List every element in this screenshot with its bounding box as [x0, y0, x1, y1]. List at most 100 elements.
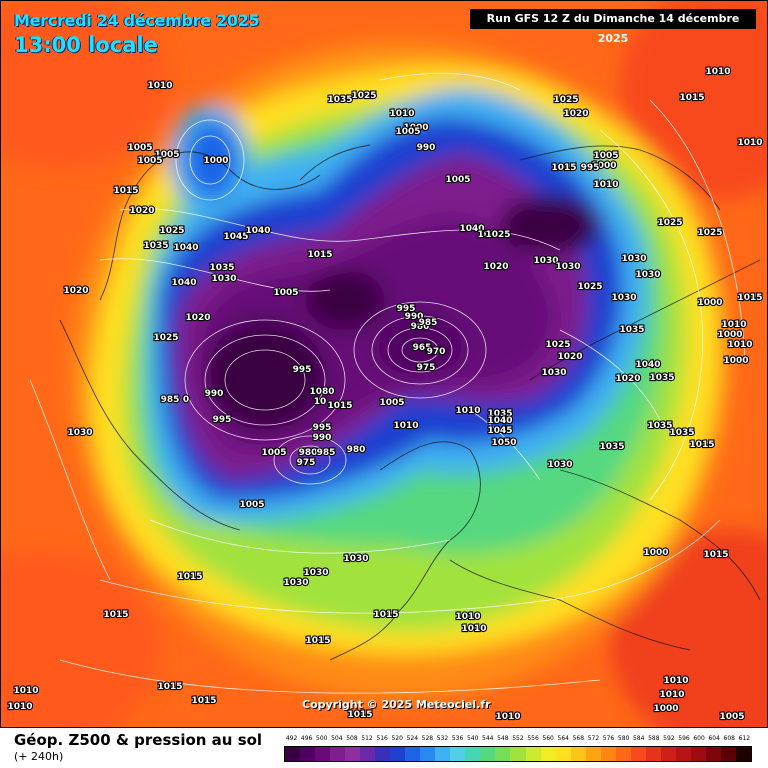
pressure-label: 1015 — [191, 696, 216, 706]
pressure-label: 1005 — [379, 398, 404, 408]
scale-color-swatch — [555, 747, 571, 761]
forecast-time: 13:00 locale — [14, 33, 158, 57]
scale-tick-label: 520 — [391, 735, 403, 742]
pressure-label: 1005 — [593, 151, 618, 161]
continent-outlines — [59, 144, 761, 661]
pressure-label: 1000 — [717, 330, 742, 340]
color-scale-labels: 492 496 500 504 508 512 516 520 524 528 532 536 540 5… — [284, 734, 752, 744]
copyright-text: Copyright © 2025 Meteociel.fr — [302, 698, 491, 711]
pressure-label: 1020 — [615, 374, 640, 384]
pressure-label: 10 — [314, 397, 327, 407]
scale-color-swatch — [600, 747, 616, 761]
color-scale-bar — [284, 746, 752, 762]
scale-tick-label: 572 — [587, 735, 600, 742]
pressure-label: 1005 — [395, 127, 420, 137]
scale-color-swatch — [615, 747, 631, 761]
scale-tick-label: 544 — [482, 735, 494, 742]
pressure-label: 1000 — [653, 704, 678, 714]
pressure-label: 1015 — [689, 440, 714, 450]
pressure-label: 1025 — [657, 218, 682, 228]
pressure-label: 990 — [405, 312, 424, 322]
pressure-label: 1000 — [591, 161, 616, 171]
pressure-label: 1015 — [737, 293, 762, 303]
scale-tick-label: 556 — [527, 735, 539, 742]
pressure-label: 1040 — [171, 278, 196, 288]
scale-color-swatch — [540, 747, 556, 761]
pressure-label: 1005 — [445, 175, 470, 185]
pressure-label: 970 — [427, 347, 446, 357]
scale-tick-label: 552 — [512, 735, 524, 742]
pressure-label: 1025 — [485, 230, 510, 240]
pressure-label: 1020 — [557, 352, 582, 362]
pressure-label: 1010 — [147, 81, 172, 91]
scale-tick-label: 596 — [678, 735, 690, 742]
pressure-label: 1010 — [593, 180, 618, 190]
pressure-label: 0 — [183, 395, 189, 405]
pressure-label: 1015 — [157, 682, 182, 692]
pressure-label: 990 — [417, 143, 436, 153]
pressure-label: 995 — [293, 365, 312, 375]
scale-tick-label: 588 — [648, 735, 660, 742]
scale-color-swatch — [645, 747, 661, 761]
pressure-label: 1010 — [727, 340, 752, 350]
pressure-label: 1040 — [635, 360, 660, 370]
pressure-label: 1035 — [487, 409, 512, 419]
pressure-label: 985 — [161, 395, 180, 405]
pressure-label: 965 — [413, 343, 432, 353]
scale-color-swatch — [480, 747, 496, 761]
pressure-label: 1010 — [737, 138, 762, 148]
pressure-label: 1000 — [697, 298, 722, 308]
scale-tick-label: 508 — [346, 735, 358, 742]
pressure-label: 1010 — [455, 406, 480, 416]
scale-tick-label: 540 — [466, 735, 479, 742]
pressure-label: 980 — [411, 322, 430, 332]
model-run-info: Run GFS 12 Z du Dimanche 14 décembre 202… — [470, 9, 756, 45]
pressure-label: 1010 — [659, 690, 684, 700]
scale-tick-label: 512 — [361, 735, 373, 742]
pressure-label: 1005 — [719, 712, 744, 722]
scale-color-swatch — [345, 747, 361, 761]
pressure-label: 1035 — [649, 373, 674, 383]
scale-tick-label: 568 — [572, 735, 585, 742]
pressure-label: 1025 — [351, 91, 376, 101]
pressure-label: 1030 — [211, 274, 236, 284]
pressure-labels: 1010103510251010100010059901025102010101… — [6, 66, 763, 723]
pressure-label: 1040 — [459, 224, 484, 234]
pressure-label: 1005 — [154, 150, 179, 160]
scale-tick-label: 612 — [738, 735, 751, 742]
scale-color-swatch — [360, 747, 376, 761]
pressure-label: 1005 — [273, 288, 298, 298]
pressure-label: 1010 — [663, 676, 688, 686]
pressure-label: 1000 — [203, 156, 228, 166]
scale-color-swatch — [630, 747, 646, 761]
pressure-label: 990 — [313, 433, 332, 443]
pressure-label: 1005 — [127, 143, 152, 153]
pressure-label: 1025 — [545, 340, 570, 350]
pressure-label: 995 — [397, 304, 416, 314]
pressure-label: 1000 — [723, 356, 748, 366]
pressure-label: 995 — [313, 423, 332, 433]
scale-color-swatch — [720, 747, 736, 761]
pressure-label: 985 — [317, 448, 336, 458]
pressure-label: 1050 — [491, 438, 516, 448]
pressure-label: 1010 — [393, 421, 418, 431]
pressure-label: 1030 — [541, 368, 566, 378]
forecast-lead-time: (+ 240h) — [14, 750, 64, 763]
pressure-label: 1015 — [113, 186, 138, 196]
scale-tick-label: 516 — [376, 735, 388, 742]
scale-color-swatch — [585, 747, 601, 761]
pressure-label: 1015 — [551, 163, 576, 173]
pressure-label: 1005 — [239, 500, 264, 510]
pressure-label: 990 — [205, 389, 224, 399]
scale-tick-label: 536 — [451, 735, 464, 742]
pressure-label: 1030 — [533, 256, 558, 266]
pressure-label: 1035 — [619, 325, 644, 335]
pressure-label: 1025 — [697, 228, 722, 238]
scale-color-swatch — [465, 747, 481, 761]
forecast-date: Mercredi 24 décembre 2025 — [14, 11, 260, 30]
pressure-label: 1035 — [599, 442, 624, 452]
pressure-label: 1040 — [245, 226, 270, 236]
isobar-lines — [29, 73, 746, 694]
scale-color-swatch — [390, 747, 406, 761]
scale-color-swatch — [315, 747, 331, 761]
